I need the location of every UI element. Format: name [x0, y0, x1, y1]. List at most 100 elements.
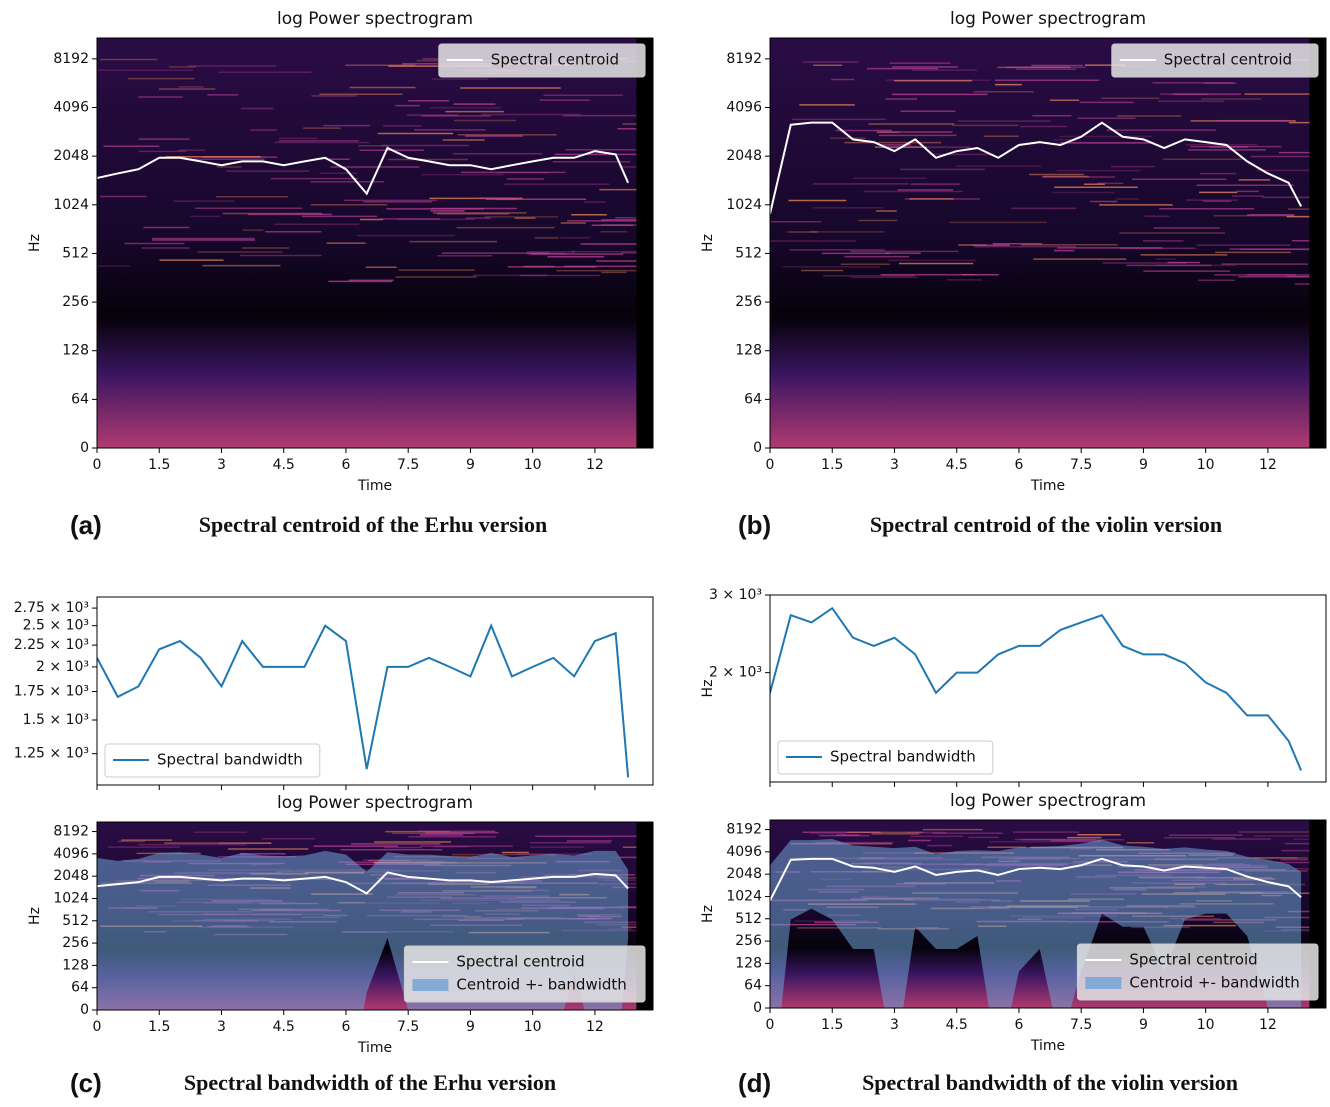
legend-label: Spectral centroid — [491, 51, 619, 69]
y-tick-label: 2048 — [53, 148, 89, 164]
x-tick-label: 4.5 — [273, 457, 295, 473]
caption-label: (c) — [70, 1068, 102, 1098]
x-tick-label: 9 — [466, 1019, 475, 1035]
y-tick-label: 0 — [80, 440, 89, 456]
axes-frame — [96, 37, 654, 449]
spectrogram-right-edge — [1309, 38, 1326, 448]
y-tick-label: 2048 — [726, 148, 762, 164]
y-tick-label: 1024 — [53, 890, 89, 906]
axes-frame — [769, 37, 1327, 449]
y-tick-label: 2.75 × 10³ — [14, 600, 89, 616]
y-tick-label: 128 — [735, 343, 762, 359]
x-tick-label: 9 — [1139, 1017, 1148, 1033]
x-tick-label: 3 — [890, 1017, 899, 1033]
y-tick-label: 2048 — [53, 868, 89, 884]
y-tick-label: 256 — [735, 294, 762, 310]
legend-label: Centroid +- bandwidth — [456, 976, 626, 994]
plot-area — [770, 38, 1326, 448]
caption-text: Spectral bandwidth of the Erhu version — [184, 1070, 556, 1095]
y-tick-label: 1024 — [53, 197, 89, 213]
x-tick-label: 9 — [1139, 457, 1148, 473]
legend-box — [104, 743, 321, 778]
y-axis-label: Hz — [27, 234, 43, 252]
y-tick-label: 512 — [735, 245, 762, 261]
y-axis-label: Hz — [700, 234, 716, 252]
x-tick-label: 6 — [1014, 1017, 1023, 1033]
chart-title: log Power spectrogram — [950, 9, 1146, 29]
caption-label: (a) — [70, 510, 102, 540]
y-axis-label: Hz — [700, 905, 716, 923]
legend-box — [403, 945, 646, 1003]
x-tick-label: 0 — [766, 457, 775, 473]
caption-label: (b) — [738, 510, 771, 540]
chart-title: log Power spectrogram — [277, 9, 473, 29]
y-tick-label: 4096 — [726, 844, 762, 860]
series-line — [770, 121, 1302, 215]
y-tick-label: 0 — [753, 1000, 762, 1016]
x-tick-label: 0 — [93, 1019, 102, 1035]
y-tick-label: 4096 — [53, 846, 89, 862]
legend-swatch — [1085, 977, 1122, 989]
y-tick-label: 64 — [71, 980, 89, 996]
axes-frame — [96, 821, 654, 1011]
x-tick-label: 0 — [93, 457, 102, 473]
x-tick-label: 1.5 — [148, 1019, 170, 1035]
legend-label: Spectral bandwidth — [830, 748, 976, 766]
y-axis-label: Hz — [27, 907, 43, 925]
x-axis-label: Time — [1030, 1038, 1065, 1054]
caption-label: (d) — [738, 1068, 771, 1098]
x-tick-label: 4.5 — [946, 457, 968, 473]
x-tick-label: 12 — [586, 1019, 604, 1035]
x-tick-label: 4.5 — [946, 1017, 968, 1033]
legend-label: Spectral bandwidth — [157, 751, 303, 769]
chart-title: log Power spectrogram — [277, 793, 473, 813]
y-tick-label: 256 — [62, 935, 89, 951]
series-line — [97, 871, 629, 895]
legend-swatch — [412, 979, 449, 991]
legend-label: Spectral centroid — [456, 953, 584, 971]
x-tick-label: 0 — [766, 1017, 775, 1033]
y-tick-label: 64 — [744, 978, 762, 994]
legend-label: Spectral centroid — [1129, 951, 1257, 969]
chart-title: log Power spectrogram — [950, 791, 1146, 811]
y-tick-label: 1024 — [726, 197, 762, 213]
y-tick-label: 8192 — [726, 822, 762, 838]
x-tick-label: 12 — [1259, 457, 1277, 473]
legend-label: Spectral centroid — [1164, 51, 1292, 69]
y-tick-label: 4096 — [53, 99, 89, 115]
x-tick-label: 6 — [1014, 457, 1023, 473]
y-tick-label: 512 — [735, 911, 762, 927]
series-line — [97, 623, 630, 778]
legend-box — [1111, 43, 1319, 78]
plot-area — [97, 822, 653, 1010]
spectrogram-right-edge — [636, 38, 653, 448]
x-tick-label: 12 — [1259, 1017, 1277, 1033]
series-line — [770, 606, 1303, 771]
x-tick-label: 7.5 — [1070, 1017, 1092, 1033]
x-tick-label: 7.5 — [1070, 457, 1092, 473]
y-tick-label: 1024 — [726, 888, 762, 904]
axes-frame — [769, 594, 1327, 783]
y-tick-label: 0 — [753, 440, 762, 456]
plot-area — [97, 38, 653, 448]
band — [770, 839, 1302, 1008]
series-line — [770, 857, 1302, 902]
y-tick-label: 2 × 10³ — [709, 665, 762, 681]
y-tick-label: 1.5 × 10³ — [23, 712, 89, 728]
x-axis-label: Time — [357, 478, 392, 494]
y-tick-label: 512 — [62, 913, 89, 929]
x-tick-label: 9 — [466, 457, 475, 473]
y-tick-label: 8192 — [53, 824, 89, 840]
caption-text: Spectral centroid of the Erhu version — [199, 512, 548, 537]
y-tick-label: 4096 — [726, 99, 762, 115]
x-tick-label: 1.5 — [821, 1017, 843, 1033]
y-tick-label: 2 × 10³ — [36, 659, 89, 675]
y-tick-label: 256 — [735, 933, 762, 949]
y-tick-label: 64 — [744, 391, 762, 407]
y-tick-label: 64 — [71, 391, 89, 407]
x-tick-label: 10 — [1197, 1017, 1215, 1033]
x-tick-label: 7.5 — [397, 457, 419, 473]
axes-frame — [96, 596, 654, 786]
x-tick-label: 6 — [341, 1019, 350, 1035]
